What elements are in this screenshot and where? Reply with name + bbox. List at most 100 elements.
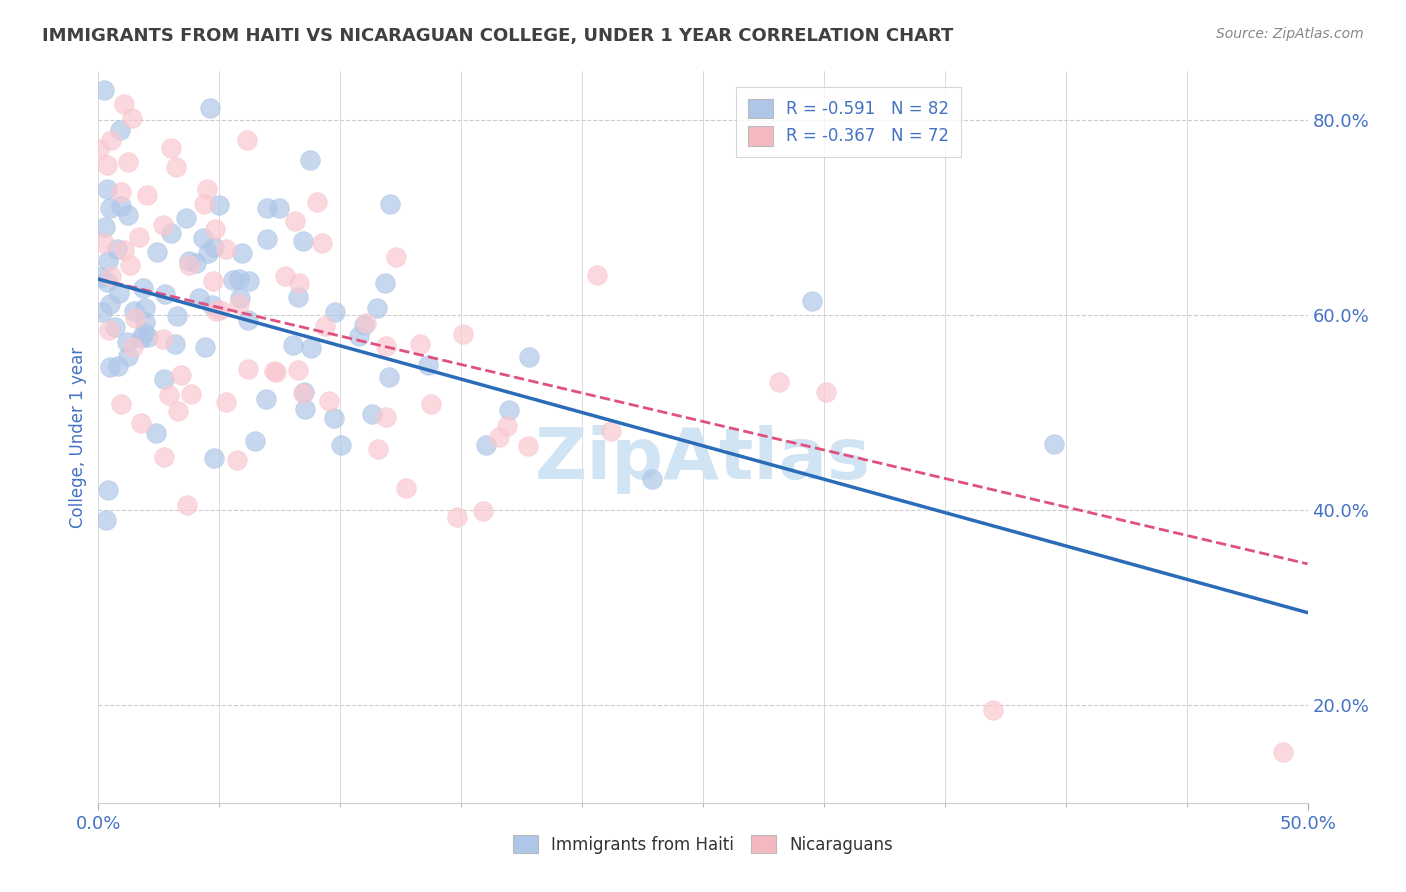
Point bbox=[195, 182, 218, 196]
Point bbox=[98, 201, 121, 215]
Point bbox=[194, 339, 217, 353]
Point bbox=[416, 358, 439, 372]
Point bbox=[378, 370, 401, 384]
Point bbox=[236, 313, 259, 327]
Point bbox=[446, 509, 468, 524]
Point bbox=[165, 160, 187, 174]
Point bbox=[311, 236, 333, 251]
Point bbox=[254, 392, 277, 407]
Point bbox=[117, 155, 139, 169]
Point bbox=[120, 258, 142, 272]
Point bbox=[97, 254, 120, 268]
Point bbox=[163, 336, 186, 351]
Point bbox=[314, 319, 336, 334]
Point bbox=[488, 430, 510, 444]
Point bbox=[1272, 745, 1295, 759]
Point bbox=[202, 240, 225, 254]
Point bbox=[228, 272, 250, 286]
Text: Source: ZipAtlas.com: Source: ZipAtlas.com bbox=[1216, 27, 1364, 41]
Point bbox=[89, 270, 111, 285]
Point bbox=[236, 133, 259, 147]
Point bbox=[215, 395, 238, 409]
Point bbox=[323, 304, 346, 318]
Point bbox=[245, 434, 267, 449]
Text: IMMIGRANTS FROM HAITI VS NICARAGUAN COLLEGE, UNDER 1 YEAR CORRELATION CHART: IMMIGRANTS FROM HAITI VS NICARAGUAN COLL… bbox=[42, 27, 953, 45]
Point bbox=[281, 338, 304, 352]
Point bbox=[108, 123, 131, 137]
Point bbox=[110, 199, 132, 213]
Point bbox=[420, 397, 443, 411]
Point bbox=[198, 101, 221, 115]
Point bbox=[263, 364, 285, 378]
Point bbox=[152, 218, 174, 232]
Point bbox=[191, 230, 214, 244]
Point bbox=[291, 234, 314, 248]
Point bbox=[451, 326, 474, 341]
Point bbox=[1042, 437, 1064, 451]
Point bbox=[228, 297, 250, 311]
Point bbox=[201, 298, 224, 312]
Point bbox=[238, 362, 260, 376]
Point bbox=[395, 481, 418, 495]
Point bbox=[93, 82, 115, 96]
Point bbox=[498, 403, 520, 417]
Point bbox=[361, 407, 384, 421]
Point bbox=[197, 245, 219, 260]
Point bbox=[160, 141, 183, 155]
Point bbox=[135, 188, 157, 202]
Point bbox=[496, 418, 519, 433]
Point bbox=[981, 703, 1004, 717]
Point bbox=[586, 268, 609, 283]
Point bbox=[100, 133, 122, 147]
Point bbox=[117, 208, 139, 222]
Point bbox=[269, 202, 291, 216]
Point bbox=[146, 245, 169, 260]
Point bbox=[374, 339, 396, 353]
Point bbox=[366, 301, 388, 315]
Point bbox=[800, 293, 823, 308]
Point bbox=[307, 194, 329, 209]
Point bbox=[97, 483, 120, 497]
Point bbox=[97, 323, 120, 337]
Point bbox=[409, 336, 432, 351]
Point bbox=[471, 504, 494, 518]
Point bbox=[374, 276, 396, 290]
Point bbox=[517, 439, 540, 453]
Point bbox=[204, 222, 226, 236]
Point bbox=[288, 276, 311, 290]
Point bbox=[122, 340, 145, 354]
Point bbox=[145, 425, 167, 440]
Point bbox=[322, 411, 344, 425]
Point bbox=[177, 253, 200, 268]
Point bbox=[599, 424, 621, 438]
Point bbox=[96, 158, 118, 172]
Point bbox=[134, 301, 156, 315]
Point bbox=[287, 363, 309, 377]
Point bbox=[87, 142, 110, 156]
Point bbox=[153, 372, 176, 386]
Point bbox=[298, 153, 321, 167]
Point bbox=[329, 438, 352, 452]
Point bbox=[159, 227, 181, 241]
Point bbox=[193, 197, 215, 211]
Point bbox=[208, 198, 231, 212]
Point bbox=[110, 397, 132, 411]
Point bbox=[98, 360, 121, 375]
Point bbox=[128, 230, 150, 244]
Point bbox=[378, 196, 401, 211]
Point bbox=[640, 472, 662, 486]
Point bbox=[215, 243, 238, 257]
Point bbox=[124, 304, 146, 318]
Point bbox=[318, 394, 340, 409]
Point bbox=[105, 242, 128, 256]
Point bbox=[238, 274, 260, 288]
Point bbox=[166, 310, 188, 324]
Point bbox=[96, 182, 118, 196]
Point bbox=[112, 244, 135, 258]
Point bbox=[284, 213, 307, 227]
Point bbox=[256, 202, 278, 216]
Point bbox=[170, 368, 193, 382]
Point bbox=[814, 384, 837, 399]
Point bbox=[299, 342, 322, 356]
Point bbox=[287, 290, 309, 304]
